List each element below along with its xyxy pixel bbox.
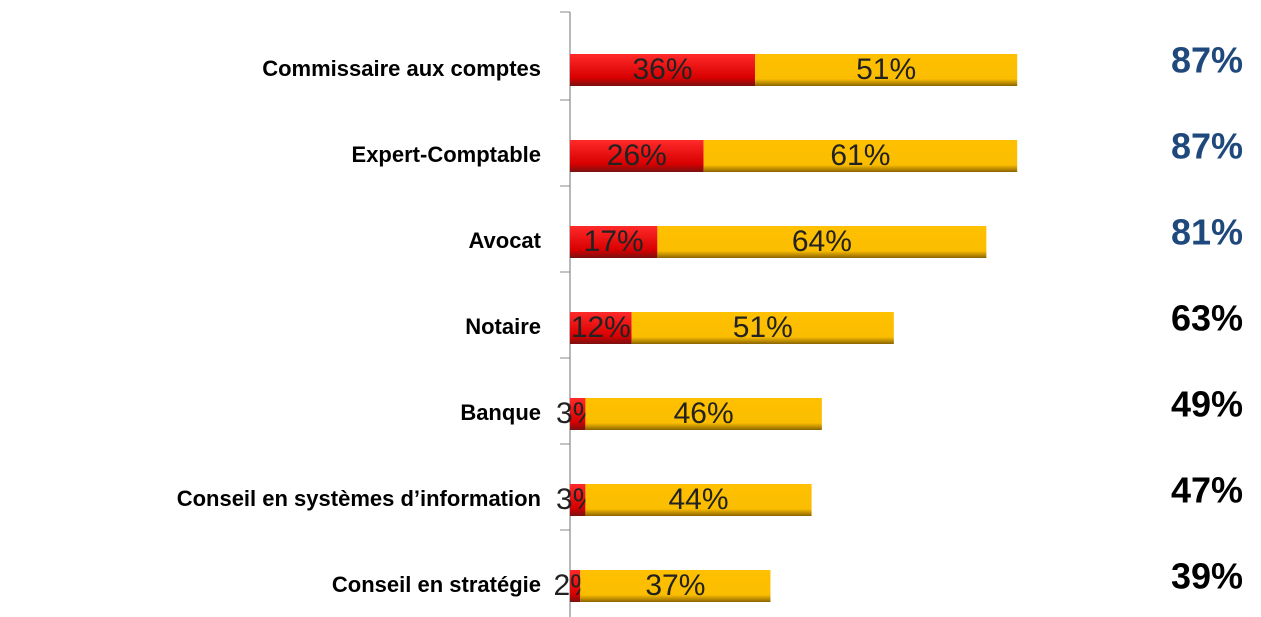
- value-label: 51%: [733, 311, 793, 344]
- total-label: 39%: [1171, 556, 1243, 597]
- bar-segment: [570, 484, 586, 516]
- bar-segment: [585, 398, 822, 430]
- total-label: 87%: [1171, 40, 1243, 81]
- total-label: 49%: [1171, 384, 1243, 425]
- bar-segment: [570, 570, 581, 602]
- total-label: 63%: [1171, 298, 1243, 339]
- category-label: Notaire: [465, 314, 541, 339]
- category-label: Commissaire aux comptes: [262, 56, 541, 81]
- category-label: Banque: [460, 400, 541, 425]
- value-label: 44%: [668, 483, 728, 516]
- value-label: 64%: [792, 225, 852, 258]
- total-label: 81%: [1171, 212, 1243, 253]
- category-label: Expert-Comptable: [352, 142, 541, 167]
- category-label: Conseil en systèmes d’information: [177, 486, 541, 511]
- value-label: 61%: [830, 139, 890, 172]
- bar-segment: [585, 484, 812, 516]
- bar-segment: [657, 226, 987, 258]
- category-label: Avocat: [468, 228, 541, 253]
- value-label: 51%: [856, 53, 916, 86]
- category-axis: [560, 11, 571, 617]
- value-label: 37%: [645, 569, 705, 602]
- bar-segment: [631, 312, 894, 344]
- value-label: 46%: [674, 397, 734, 430]
- value-label: 36%: [632, 53, 692, 86]
- total-label: 47%: [1171, 470, 1243, 511]
- bar-segment: [570, 226, 658, 258]
- total-label: 87%: [1171, 126, 1243, 167]
- category-label: Conseil en stratégie: [332, 572, 541, 597]
- bar-segment: [570, 312, 632, 344]
- bar-segment: [580, 570, 771, 602]
- value-label: 26%: [607, 139, 667, 172]
- bar-segment: [570, 140, 704, 172]
- bar-segment: [570, 54, 756, 86]
- bar-segment: [570, 398, 586, 430]
- bar-segment: [755, 54, 1018, 86]
- bar-segment: [703, 140, 1018, 172]
- value-label: 17%: [584, 225, 644, 258]
- value-label: 12%: [571, 311, 631, 344]
